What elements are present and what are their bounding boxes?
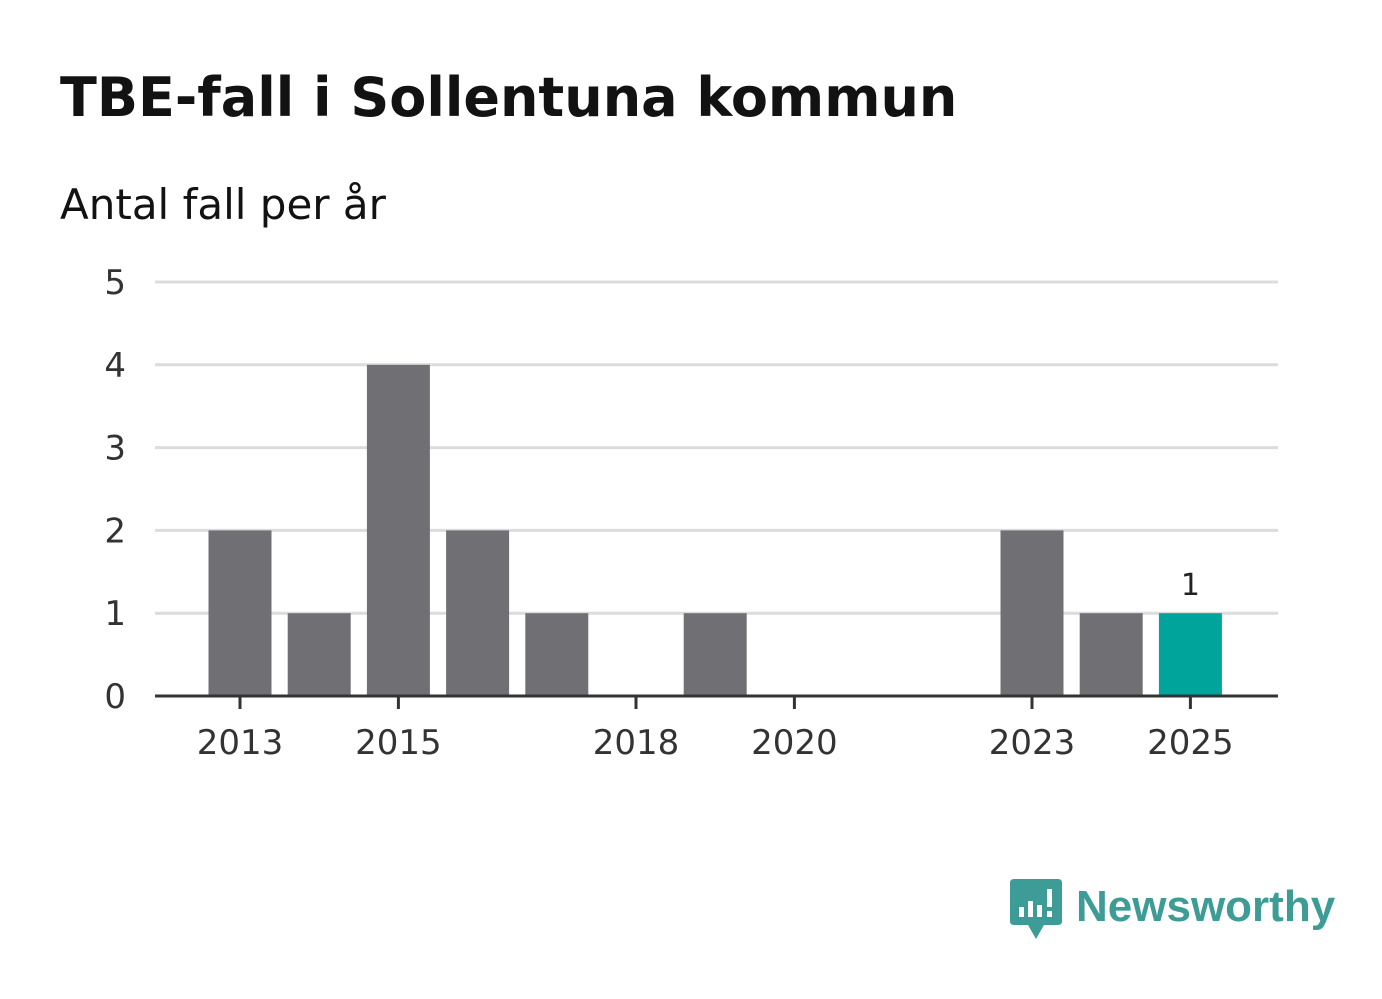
bar-2025 <box>1158 613 1222 696</box>
x-tick-label-2013: 2013 <box>197 723 284 763</box>
x-tick-label-2025: 2025 <box>1147 723 1234 763</box>
newsworthy-logo-icon <box>1010 879 1062 939</box>
bar-2016 <box>446 530 510 696</box>
bar-2014 <box>287 613 351 696</box>
y-tick-label-4: 4 <box>104 346 126 386</box>
bar-2013 <box>208 530 272 696</box>
x-tick-label-2023: 2023 <box>989 723 1076 763</box>
x-tick-label-2015: 2015 <box>355 723 442 763</box>
newsworthy-logo: Newsworthy <box>1010 878 1335 942</box>
bar-2024 <box>1079 613 1143 696</box>
bar-2019 <box>683 613 747 696</box>
chart-subtitle: Antal fall per år <box>60 180 386 229</box>
bar-2023 <box>1000 530 1064 696</box>
y-tick-label-1: 1 <box>104 594 126 634</box>
y-tick-label-3: 3 <box>104 429 126 469</box>
chart-title: TBE-fall i Sollentuna kommun <box>60 66 958 129</box>
axes: 0 1 2 3 4 5 2013 2015 2018 2020 2023 2025 <box>104 263 1278 763</box>
bar-2017 <box>525 613 589 696</box>
y-tick-label-2: 2 <box>104 511 126 551</box>
y-tick-label-0: 0 <box>104 677 126 717</box>
newsworthy-wordmark: Newsworthy <box>1076 882 1336 931</box>
bar-2015 <box>366 364 430 696</box>
gridlines <box>155 280 1278 615</box>
bar-value-label-2025: 1 <box>1181 568 1200 603</box>
x-tick-label-2018: 2018 <box>593 723 680 763</box>
bars: 1 <box>208 364 1222 696</box>
x-tick-label-2020: 2020 <box>751 723 838 763</box>
y-tick-label-5: 5 <box>104 263 126 303</box>
